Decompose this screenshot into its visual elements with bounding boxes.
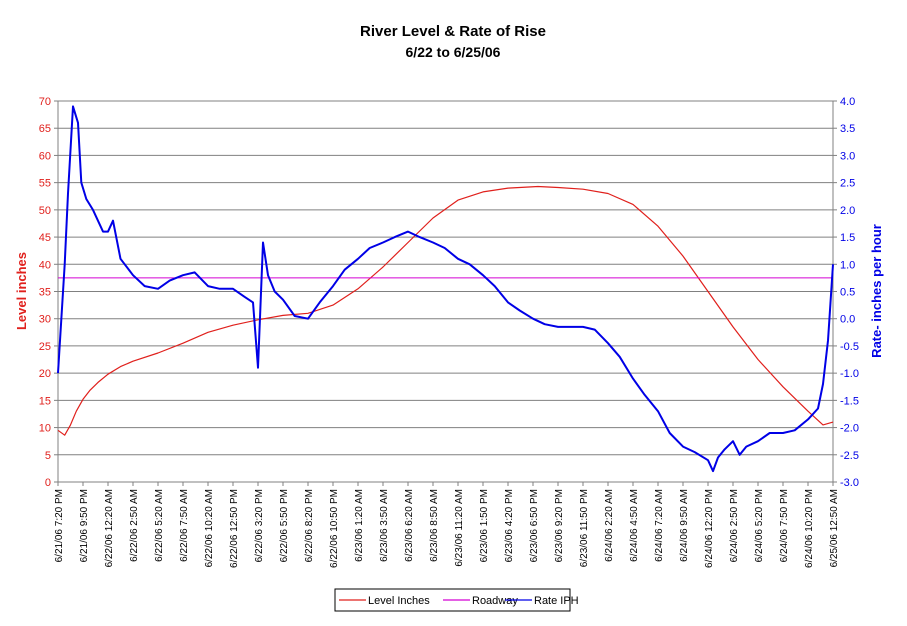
gridlines — [58, 127, 833, 456]
y2-tick-label: -2.0 — [840, 423, 859, 435]
x-tick-label: 6/22/06 2:50 AM — [129, 489, 140, 562]
y2-tick-label: -2.5 — [840, 450, 859, 462]
x-tick-label: 6/24/06 7:50 PM — [779, 489, 790, 562]
y2-tick-label: -0.5 — [840, 341, 859, 353]
y-tick-label: 50 — [39, 205, 51, 217]
x-tick-label: 6/24/06 10:20 PM — [804, 489, 815, 568]
x-tick-label: 6/22/06 8:20 PM — [304, 489, 315, 562]
x-tick-label: 6/24/06 5:20 PM — [754, 489, 765, 562]
y-tick-label: 65 — [39, 123, 51, 135]
y2-tick-label: 2.0 — [840, 205, 855, 217]
y2-tick-label: 1.5 — [840, 232, 855, 244]
x-tick-label: 6/23/06 6:50 PM — [529, 489, 540, 562]
x-tick-label: 6/23/06 11:50 PM — [579, 489, 590, 567]
series-line-rate-iph — [57, 105, 834, 473]
y2-tick-label: -1.0 — [840, 368, 859, 380]
x-tick-label: 6/23/06 1:50 PM — [479, 489, 490, 562]
y2-tick-label: 4.0 — [840, 96, 855, 108]
y-tick-label: 0 — [45, 477, 51, 489]
y-tick-label: 70 — [39, 96, 51, 108]
y-tick-label: 45 — [39, 232, 51, 244]
chart-title: River Level & Rate of Rise — [360, 23, 546, 40]
y2-axis-title: Rate- inches per hour — [869, 224, 884, 358]
x-tick-label: 6/25/06 12:50 AM — [829, 489, 840, 567]
x-tick-label: 6/22/06 5:50 PM — [279, 489, 290, 562]
y2-tick-label: 0.5 — [840, 287, 855, 299]
x-tick-label: 6/22/06 10:20 AM — [204, 489, 215, 567]
legend-label-roadway: Roadway — [472, 595, 518, 607]
x-tick-label: 6/24/06 2:50 PM — [729, 489, 740, 562]
x-tick-label: 6/24/06 12:20 PM — [704, 489, 715, 568]
y-tick-label: 5 — [45, 450, 51, 462]
x-tick-label: 6/23/06 3:50 AM — [379, 489, 390, 562]
x-tick-label: 6/23/06 11:20 AM — [454, 489, 465, 567]
y2-tick-label: 3.5 — [840, 123, 855, 135]
x-tick-label: 6/22/06 12:20 AM — [104, 489, 115, 567]
x-tick-label: 6/21/06 7:20 PM — [54, 489, 65, 562]
x-tick-label: 6/21/06 9:50 PM — [79, 489, 90, 562]
legend-label-level: Level Inches — [368, 595, 430, 607]
x-tick-label: 6/22/06 7:50 AM — [179, 489, 190, 562]
legend: Level Inches Roadway Rate IPH — [334, 588, 579, 612]
left-axis-ticks: 0 5 10 15 20 25 30 35 40 45 50 55 60 65 70 — [39, 96, 58, 489]
y-axis-title: Level inches — [14, 252, 29, 330]
y-tick-label: 60 — [39, 150, 51, 162]
x-tick-label: 6/23/06 6:20 AM — [404, 489, 415, 562]
series-group — [57, 105, 834, 473]
x-tick-label: 6/23/06 4:20 PM — [504, 489, 515, 562]
x-tick-label: 6/22/06 5:20 AM — [154, 489, 165, 562]
y-tick-label: 55 — [39, 178, 51, 190]
x-tick-label: 6/24/06 2:20 AM — [604, 489, 615, 562]
x-tick-label: 6/23/06 8:50 AM — [429, 489, 440, 562]
y-tick-label: 10 — [39, 423, 51, 435]
right-axis-ticks: -3.0 -2.5 -2.0 -1.5 -1.0 -0.5 0.0 0.5 1.0 1.5 2.0 2… — [833, 96, 859, 489]
x-axis-ticks: 6/21/06 7:20 PM 6/21/06 9:50 PM 6/22/06 12… — [54, 482, 840, 568]
y-tick-label: 35 — [39, 287, 51, 299]
x-tick-label: 6/24/06 7:20 AM — [654, 489, 665, 562]
y-tick-label: 20 — [39, 368, 51, 380]
x-tick-label: 6/22/06 10:50 PM — [329, 489, 340, 568]
y2-tick-label: -3.0 — [840, 477, 859, 489]
y2-tick-label: -1.5 — [840, 395, 859, 407]
x-tick-label: 6/22/06 3:20 PM — [254, 489, 265, 562]
y-tick-label: 30 — [39, 314, 51, 326]
y2-tick-label: 1.0 — [840, 259, 855, 271]
x-tick-label: 6/24/06 4:50 AM — [629, 489, 640, 562]
y2-tick-label: 0.0 — [840, 314, 855, 326]
x-tick-label: 6/23/06 1:20 AM — [354, 489, 365, 562]
y-tick-label: 40 — [39, 259, 51, 271]
y2-tick-label: 2.5 — [840, 178, 855, 190]
y-tick-label: 15 — [39, 395, 51, 407]
y-tick-label: 25 — [39, 341, 51, 353]
x-tick-label: 6/22/06 12:50 PM — [229, 489, 240, 568]
x-tick-label: 6/24/06 9:50 AM — [679, 489, 690, 562]
chart-subtitle: 6/22 to 6/25/06 — [406, 44, 501, 60]
legend-label-rate: Rate IPH — [534, 595, 579, 607]
series-line-level-inches — [57, 185, 834, 436]
y2-tick-label: 3.0 — [840, 150, 855, 162]
x-tick-label: 6/23/06 9:20 PM — [554, 489, 565, 562]
